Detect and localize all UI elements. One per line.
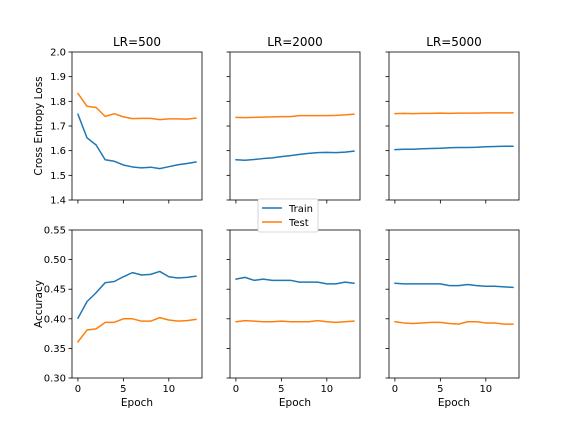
x-tick-label: 10	[479, 384, 492, 395]
series-line-test	[394, 112, 514, 115]
y-axis-label: Accuracy	[33, 280, 45, 328]
y-tick-label: 0.50	[44, 255, 66, 266]
series-line-test	[77, 92, 197, 121]
y-tick-label: 1.4	[50, 196, 66, 207]
series-line-train	[235, 276, 355, 285]
series-line-train	[77, 270, 197, 319]
y-axis-label: Cross Entropy Loss	[33, 76, 45, 175]
subplot-title: LR=500	[113, 35, 161, 49]
y-tick-label: 2.0	[50, 48, 66, 59]
y-tick-label: 1.9	[50, 72, 66, 83]
series-line-test	[235, 319, 355, 324]
plot-frame	[71, 51, 203, 201]
x-tick-label: 5	[278, 384, 284, 395]
panel-loss-3: LR=5000	[385, 35, 520, 204]
y-tick-label: 1.8	[50, 97, 66, 108]
plot-frame	[229, 51, 361, 201]
x-axis-label: Epoch	[438, 397, 470, 409]
y-tick-label: 0.45	[44, 285, 66, 296]
y-tick-label: 0.55	[44, 226, 66, 237]
series-line-train	[394, 282, 514, 289]
x-tick-label: 0	[233, 384, 239, 395]
x-tick-label: 5	[120, 384, 126, 395]
panel-loss-2: LR=2000	[226, 35, 361, 204]
series-line-train	[235, 150, 355, 162]
legend: Train Test	[257, 198, 319, 233]
series-line-train	[394, 145, 514, 151]
legend-label-train: Train	[288, 204, 313, 215]
panel-accuracy-3: 0 5 10 Epoch	[385, 229, 520, 409]
y-tick-label: 1.7	[50, 122, 66, 133]
panel-accuracy-1: 0.30 0.35 0.40 0.45 0.50 0.55 0 5 10 Epoch Accurac…	[33, 226, 203, 409]
x-tick-label: 10	[162, 384, 175, 395]
plot-frame	[388, 51, 520, 201]
series-line-test	[394, 321, 514, 325]
x-tick-label: 0	[75, 384, 81, 395]
subplot-title: LR=5000	[426, 35, 482, 49]
y-tick-label: 0.30	[44, 374, 66, 385]
subplot-grid: 1.4 1.5 1.6 1.7 1.8 1.9 2.0 LR=500 Cross Entropy…	[33, 35, 520, 409]
x-tick-label: 10	[320, 384, 333, 395]
x-axis-label: Epoch	[121, 397, 153, 409]
x-tick-label: 0	[392, 384, 398, 395]
series-line-test	[77, 316, 197, 343]
subplot-title: LR=2000	[267, 35, 323, 49]
legend-label-test: Test	[288, 218, 309, 229]
x-tick-label: 5	[437, 384, 443, 395]
panel-accuracy-2: 0 5 10 Epoch	[226, 229, 361, 409]
series-line-test	[235, 113, 355, 119]
y-tick-label: 1.6	[50, 146, 66, 157]
x-axis-label: Epoch	[279, 397, 311, 409]
y-tick-label: 1.5	[50, 171, 66, 182]
y-tick-label: 0.40	[44, 314, 66, 325]
plot-frame	[71, 229, 203, 379]
plot-frame	[229, 229, 361, 379]
series-line-train	[77, 113, 197, 170]
panel-loss-1: 1.4 1.5 1.6 1.7 1.8 1.9 2.0 LR=500 Cross Entropy…	[33, 35, 203, 207]
y-tick-label: 0.35	[44, 344, 66, 355]
plot-frame	[388, 229, 520, 379]
